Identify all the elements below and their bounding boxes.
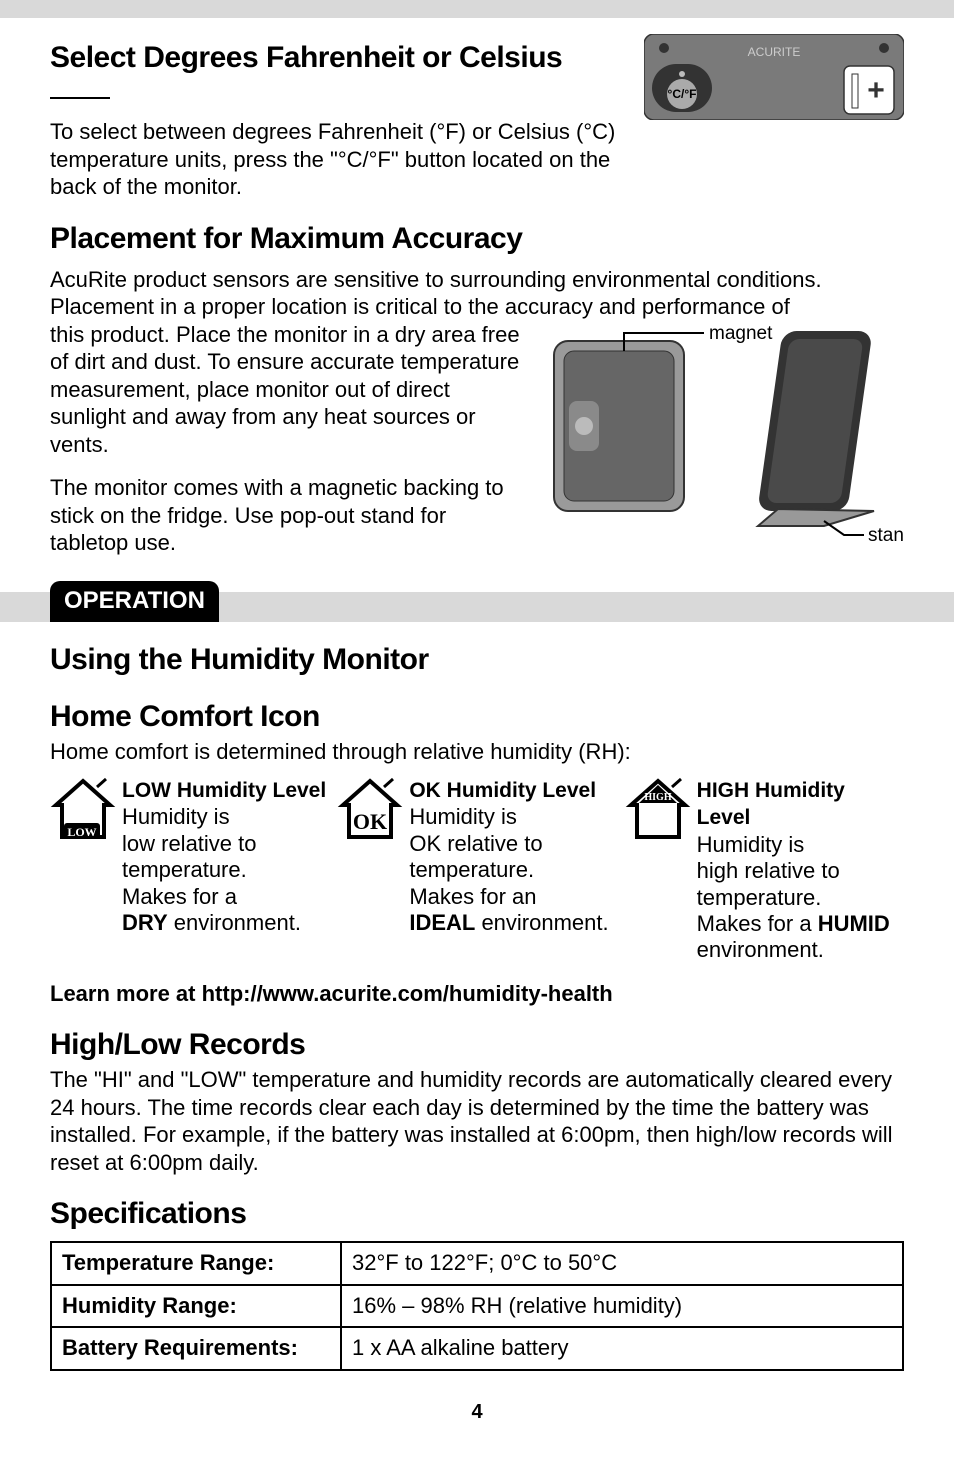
low-env: environment.: [168, 910, 301, 935]
high-title: HIGH Humidity Level: [697, 777, 904, 832]
table-row: Battery Requirements: 1 x AA alkaline ba…: [51, 1327, 903, 1370]
spec-label: Humidity Range:: [51, 1285, 341, 1328]
ok-l3: temperature.: [409, 857, 534, 882]
placement-row: magnet stand this product. Place the mon…: [50, 321, 904, 557]
high-l3: temperature.: [697, 885, 822, 910]
house-high-icon: HIGH: [625, 777, 691, 843]
comfort-intro: Home comfort is determined through relat…: [50, 738, 904, 766]
spec-value: 1 x AA alkaline battery: [341, 1327, 903, 1370]
house-ok-icon: OK: [337, 777, 403, 843]
records-body: The "HI" and "LOW" temperature and humid…: [50, 1066, 904, 1176]
comfort-title: Home Comfort Icon: [50, 697, 904, 736]
title-leader-line: [50, 87, 110, 109]
high-icon-text: HIGH: [644, 792, 671, 803]
comfort-row: LOW LOW Humidity Level Humidity is low r…: [50, 777, 904, 964]
svg-text:+: +: [867, 74, 885, 107]
high-l2: high relative to: [697, 858, 840, 883]
operation-tab: OPERATION: [50, 581, 219, 622]
comfort-col-ok: OK OK Humidity Level Humidity is OK rela…: [337, 777, 616, 964]
comfort-col-low: LOW LOW Humidity Level Humidity is low r…: [50, 777, 329, 964]
ok-l1: Humidity is: [409, 804, 517, 829]
ok-l2: OK relative to: [409, 831, 542, 856]
using-monitor-title: Using the Humidity Monitor: [50, 640, 904, 679]
ok-ideal: IDEAL: [409, 910, 475, 935]
house-low-icon: LOW: [50, 777, 116, 843]
ok-env: environment.: [475, 910, 608, 935]
low-l2: low relative to: [122, 831, 257, 856]
placement-intro: AcuRite product sensors are sensitive to…: [50, 266, 904, 321]
page-number: 4: [50, 1399, 904, 1425]
high-l5: environment.: [697, 937, 824, 962]
stand-label: stand: [868, 525, 904, 541]
spec-value: 32°F to 122°F; 0°C to 50°C: [341, 1242, 903, 1285]
placement-title: Placement for Maximum Accuracy: [50, 219, 904, 258]
spec-label: Temperature Range:: [51, 1242, 341, 1285]
unit-button-label: °C/°F: [668, 87, 697, 101]
low-l3: temperature.: [122, 857, 247, 882]
ok-title: OK Humidity Level: [409, 777, 608, 804]
low-l4: Makes for a: [122, 884, 237, 909]
select-units-body: To select between degrees Fahrenheit (°F…: [50, 118, 630, 201]
high-humid: HUMID: [818, 911, 890, 936]
low-icon-text: LOW: [67, 825, 96, 839]
page-header-strip: [0, 0, 954, 18]
table-row: Temperature Range: 32°F to 122°F; 0°C to…: [51, 1242, 903, 1285]
specs-table: Temperature Range: 32°F to 122°F; 0°C to…: [50, 1241, 904, 1371]
records-title: High/Low Records: [50, 1025, 904, 1064]
low-dry: DRY: [122, 910, 168, 935]
specs-title: Specifications: [50, 1194, 904, 1233]
low-title: LOW Humidity Level: [122, 777, 326, 804]
device-back-illustration: ACURITE °C/°F +: [644, 34, 904, 120]
magnet-label: magnet: [709, 323, 773, 344]
comfort-col-high: HIGH HIGH Humidity Level Humidity is hig…: [625, 777, 904, 964]
spec-label: Battery Requirements:: [51, 1327, 341, 1370]
placement-illustration: magnet stand: [544, 321, 904, 541]
high-l4a: Makes for a: [697, 911, 818, 936]
spec-value: 16% – 98% RH (relative humidity): [341, 1285, 903, 1328]
ok-l4: Makes for an: [409, 884, 536, 909]
high-l1: Humidity is: [697, 832, 805, 857]
placement-cont: this product. Place the monitor in a dry…: [50, 321, 530, 459]
section-select-units: ACURITE °C/°F + Select Degrees Fahrenhei…: [50, 38, 904, 201]
device-brand-text: ACURITE: [748, 45, 801, 59]
select-units-title: Select Degrees Fahrenheit or Celsius: [50, 41, 562, 74]
learn-more-link: Learn more at http://www.acurite.com/hum…: [50, 980, 904, 1008]
table-row: Humidity Range: 16% – 98% RH (relative h…: [51, 1285, 903, 1328]
low-l1: Humidity is: [122, 804, 230, 829]
ok-icon-text: OK: [353, 809, 387, 834]
placement-magnet-text: The monitor comes with a magnetic backin…: [50, 474, 530, 557]
